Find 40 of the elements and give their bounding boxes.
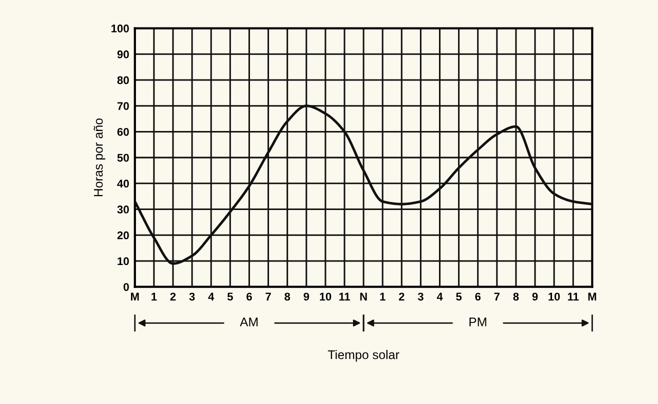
y-tick-label: 0 — [124, 283, 129, 291]
y-tick-label: 70 — [117, 102, 129, 110]
x-tick-label: 6 — [475, 292, 481, 301]
x-tick-label: 8 — [284, 292, 290, 301]
text: PM — [470, 318, 486, 326]
x-tick-label: 10 — [320, 292, 332, 301]
y-tick-label: 60 — [117, 128, 129, 136]
x-tick-label: 11 — [339, 292, 350, 300]
x-tick-label: 2 — [398, 292, 404, 300]
y-tick-label: 40 — [117, 180, 129, 188]
y-tick-label: 20 — [117, 231, 129, 240]
x-tick-label: 7 — [494, 292, 500, 300]
y-tick-label: 90 — [117, 50, 129, 58]
x-tick-label: 1 — [152, 292, 157, 300]
x-tick-label: 7 — [266, 292, 271, 300]
text: AM — [240, 318, 258, 326]
x-tick-label: M — [588, 292, 596, 300]
x-tick-label: 11 — [568, 292, 579, 300]
x-tick-label: 2 — [170, 292, 176, 300]
x-tick-label: 3 — [189, 292, 195, 301]
x-tick-label: 4 — [208, 292, 214, 300]
x-tick-label: 10 — [548, 292, 560, 301]
x-tick-label: N — [360, 292, 367, 300]
x-tick-label: 9 — [304, 292, 310, 301]
y-tick-label: 100 — [112, 24, 129, 32]
x-axis-title: Tiempo solar — [328, 350, 400, 362]
y-tick-label: 10 — [118, 257, 129, 266]
x-tick-label: 9 — [532, 292, 538, 301]
x-tick-label: 4 — [436, 292, 443, 300]
y-tick-label: 30 — [117, 206, 129, 214]
y-tick-label: 50 — [117, 154, 129, 162]
x-tick-label: 5 — [227, 292, 233, 301]
x-tick-label: 8 — [513, 292, 519, 301]
x-tick-label: 1 — [380, 292, 386, 300]
x-tick-label: M — [131, 292, 139, 300]
y-tick-label: 80 — [117, 76, 129, 84]
x-tick-label: 3 — [418, 292, 424, 301]
y-axis-title: Horas por año — [94, 118, 106, 196]
x-tick-label: 5 — [456, 292, 462, 301]
x-tick-label: 6 — [246, 292, 252, 301]
